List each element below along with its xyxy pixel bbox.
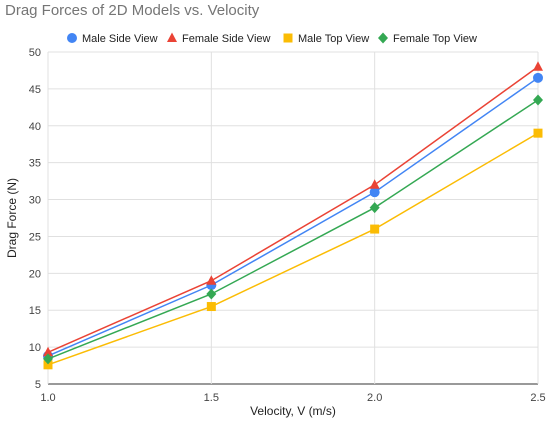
y-tick-label: 40 — [29, 121, 41, 133]
data-point — [43, 346, 53, 357]
data-point — [369, 187, 380, 198]
data-point — [43, 353, 53, 365]
legend-label: Male Top View — [298, 33, 369, 45]
chart-title: Drag Forces of 2D Models vs. Velocity — [5, 2, 260, 19]
data-point — [369, 179, 380, 189]
series-line — [47, 66, 539, 353]
data-point — [533, 128, 543, 138]
data-point — [533, 61, 543, 71]
y-tick-label: 50 — [29, 47, 41, 59]
legend-marker — [283, 33, 293, 43]
x-tick-label: 2.5 — [530, 392, 545, 404]
data-point — [533, 72, 543, 83]
series-line — [47, 132, 539, 366]
legend-marker — [378, 32, 388, 44]
data-point — [206, 288, 217, 300]
x-tick-label: 1.0 — [40, 392, 55, 404]
series-line — [47, 77, 539, 357]
x-tick-label: 2.0 — [367, 392, 382, 404]
y-axis-title: Drag Force (N) — [5, 178, 19, 258]
y-tick-label: 5 — [35, 379, 41, 391]
legend-label: Female Side View — [182, 33, 271, 45]
x-axis-title: Velocity, V (m/s) — [250, 404, 336, 418]
y-tick-label: 45 — [29, 84, 41, 96]
data-point — [533, 94, 543, 106]
y-tick-label: 30 — [29, 195, 41, 207]
legend-marker — [67, 33, 77, 43]
data-point — [369, 202, 380, 214]
legend-label: Male Side View — [82, 33, 158, 45]
data-point — [370, 224, 380, 234]
data-point — [43, 360, 53, 370]
y-tick-label: 20 — [29, 268, 41, 280]
data-point — [206, 275, 217, 285]
y-tick-label: 15 — [29, 305, 41, 317]
y-tick-label: 10 — [29, 342, 41, 354]
y-tick-label: 25 — [29, 231, 41, 243]
legend-marker — [167, 32, 177, 42]
y-tick-label: 35 — [29, 158, 41, 170]
series-line — [47, 99, 539, 360]
x-tick-label: 1.5 — [204, 392, 219, 404]
legend-label: Female Top View — [393, 33, 477, 45]
data-point — [206, 302, 216, 312]
